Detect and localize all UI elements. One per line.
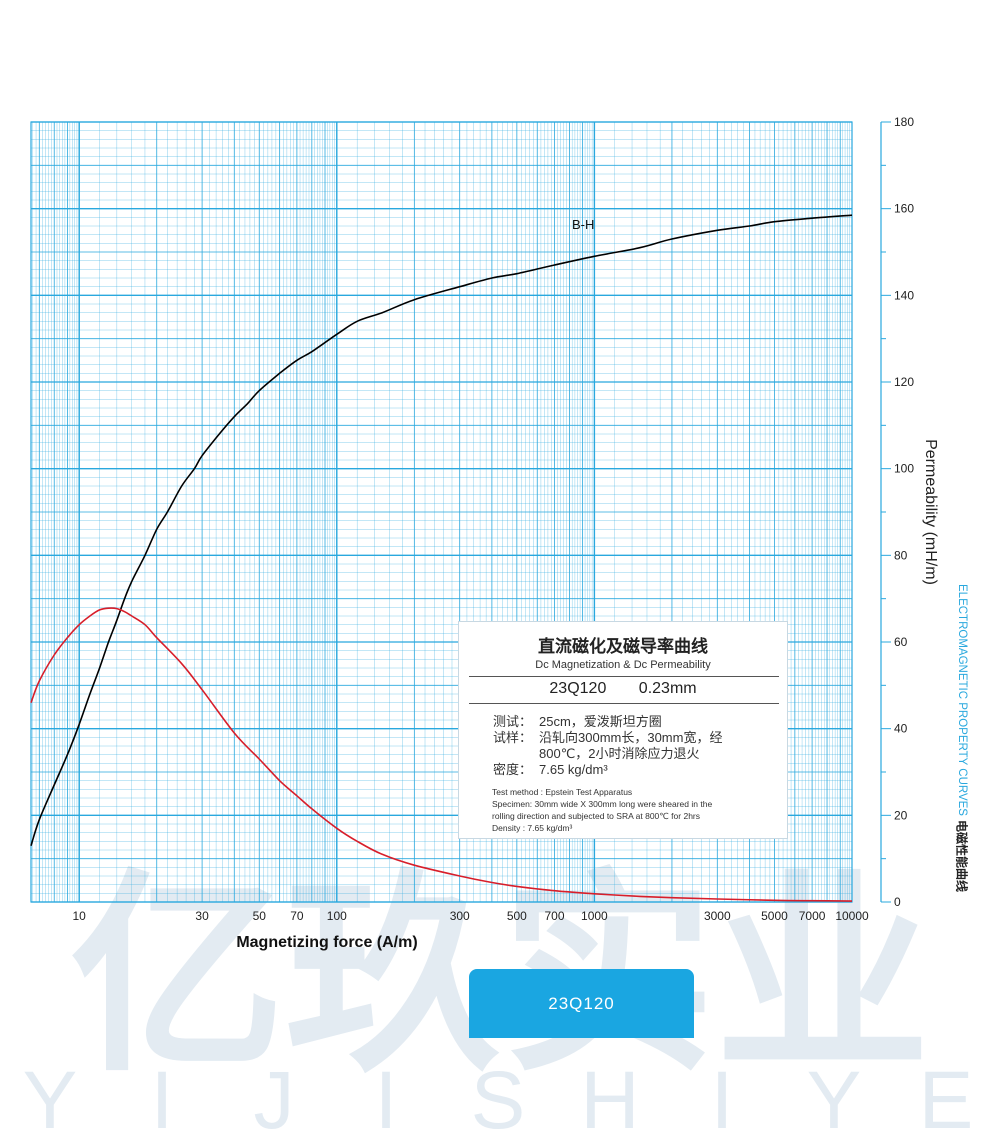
cn-spec-line: 沿轧向300mm长，30mm宽，经	[539, 730, 723, 745]
x-tick-label: 1000	[581, 909, 608, 923]
right-axis-title: Permeability (mH/m)	[922, 439, 939, 585]
watermark-letter: H	[580, 1055, 639, 1143]
info-grade-row: 23Q120 0.23mm	[459, 680, 787, 698]
grade-tab[interactable]: 23Q120	[469, 969, 694, 1038]
x-tick-label: 10000	[835, 909, 869, 923]
watermark-letter: Y	[23, 1055, 78, 1143]
info-title-en: Dc Magnetization & Dc Permeability	[535, 659, 711, 671]
x-tick-label: 70	[290, 909, 304, 923]
watermark-letter: I	[711, 1055, 734, 1143]
y-tick-label: 40	[894, 722, 908, 736]
permeability-curve	[30, 607, 853, 902]
cn-spec-list: 测试： 25cm，爱泼斯坦方圈 试样： 沿轧向300mm长，30mm宽，经 80…	[493, 714, 787, 778]
y-tick-label: 80	[894, 548, 908, 562]
grade-tab-label: 23Q120	[548, 993, 615, 1013]
watermark-letter: S	[471, 1055, 526, 1143]
y-tick-label: 180	[894, 115, 914, 129]
cn-spec-value: 沿轧向300mm长，30mm宽，经 800℃，2小时消除应力退火	[539, 730, 722, 762]
cn-spec-line: 800℃，2小时消除应力退火	[539, 746, 700, 761]
cn-spec-label: 试样：	[493, 730, 533, 745]
cn-spec-value: 7.65 kg/dm³	[539, 762, 608, 777]
x-tick-label: 300	[450, 909, 470, 923]
y-tick-label: 160	[894, 202, 914, 216]
y-tick-label: 100	[894, 462, 914, 476]
watermark-letter: J	[254, 1055, 295, 1143]
cn-spec-row: 密度： 7.65 kg/dm³	[493, 762, 787, 778]
y-tick-label: 140	[894, 288, 914, 302]
x-tick-label: 100	[327, 909, 347, 923]
watermark-letter: E	[919, 1055, 974, 1143]
side-title-cn: 电磁性能曲线	[954, 819, 969, 893]
info-divider	[469, 676, 779, 677]
x-tick-label: 500	[507, 909, 527, 923]
x-tick-label: 30	[195, 909, 209, 923]
x-tick-label: 7000	[799, 909, 826, 923]
side-title-en: ELECTROMAGNETIC PROPERTY CURVES	[956, 584, 968, 816]
cn-spec-row: 试样： 沿轧向300mm长，30mm宽，经 800℃，2小时消除应力退火	[493, 730, 787, 762]
bh-curve	[30, 214, 853, 846]
x-axis-title: Magnetizing force (A/m)	[236, 934, 417, 951]
watermark-letter: Y	[807, 1055, 862, 1143]
x-tick-label: 10	[73, 909, 87, 923]
info-box: 直流磁化及磁导率曲线 Dc Magnetization & Dc Permeab…	[458, 621, 788, 839]
en-spec-line: Density : 7.65 kg/dm³	[492, 823, 573, 833]
x-tick-label: 5000	[761, 909, 788, 923]
cn-spec-label: 测试：	[493, 714, 533, 729]
x-tick-label: 3000	[704, 909, 731, 923]
cn-spec-row: 测试： 25cm，爱泼斯坦方圈	[493, 714, 787, 730]
y-tick-label: 20	[894, 808, 908, 822]
x-tick-label: 50	[253, 909, 267, 923]
cn-spec-value: 25cm，爱泼斯坦方圈	[539, 714, 662, 729]
y-tick-label: 60	[894, 635, 908, 649]
en-spec-line: Test method : Epstein Test Apparatus	[492, 787, 633, 797]
watermark-letter: I	[375, 1055, 398, 1143]
cn-spec-label: 密度：	[493, 762, 533, 777]
en-spec-line: rolling direction and subjected to SRA a…	[492, 811, 700, 821]
en-spec-list: Test method : Epstein Test Apparatus Spe…	[492, 786, 787, 834]
y-tick-label: 0	[894, 895, 901, 909]
watermark-letter: I	[151, 1055, 174, 1143]
info-title-cn: 直流磁化及磁导率曲线	[538, 637, 708, 656]
thickness-label: 0.23mm	[638, 680, 697, 697]
grade-label: 23Q120	[549, 680, 607, 697]
x-tick-label: 700	[544, 909, 564, 923]
info-divider	[469, 703, 779, 704]
y-tick-label: 120	[894, 375, 914, 389]
bh-curve-label: B-H	[572, 217, 594, 232]
en-spec-line: Specimen: 30mm wide X 300mm long were sh…	[492, 799, 713, 809]
